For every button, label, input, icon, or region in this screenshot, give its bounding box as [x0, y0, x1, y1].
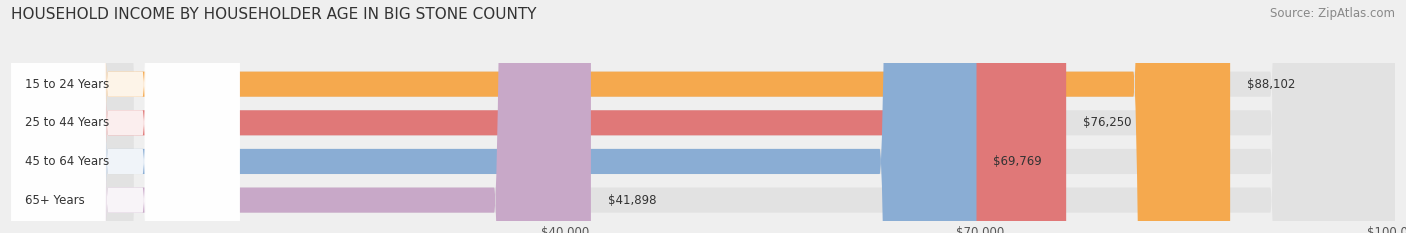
Text: 15 to 24 Years: 15 to 24 Years — [25, 78, 110, 91]
Text: $41,898: $41,898 — [607, 194, 657, 207]
FancyBboxPatch shape — [11, 0, 239, 233]
FancyBboxPatch shape — [11, 0, 239, 233]
FancyBboxPatch shape — [11, 0, 977, 233]
Text: 65+ Years: 65+ Years — [25, 194, 84, 207]
FancyBboxPatch shape — [11, 0, 1230, 233]
FancyBboxPatch shape — [11, 0, 1395, 233]
Text: 45 to 64 Years: 45 to 64 Years — [25, 155, 110, 168]
FancyBboxPatch shape — [11, 0, 591, 233]
Text: HOUSEHOLD INCOME BY HOUSEHOLDER AGE IN BIG STONE COUNTY: HOUSEHOLD INCOME BY HOUSEHOLDER AGE IN B… — [11, 7, 537, 22]
FancyBboxPatch shape — [11, 0, 1395, 233]
FancyBboxPatch shape — [11, 0, 239, 233]
FancyBboxPatch shape — [11, 0, 239, 233]
FancyBboxPatch shape — [11, 0, 1395, 233]
Text: $88,102: $88,102 — [1247, 78, 1295, 91]
FancyBboxPatch shape — [11, 0, 1395, 233]
FancyBboxPatch shape — [11, 0, 1066, 233]
Text: 25 to 44 Years: 25 to 44 Years — [25, 116, 110, 129]
Text: $69,769: $69,769 — [993, 155, 1042, 168]
Text: $76,250: $76,250 — [1083, 116, 1132, 129]
Text: Source: ZipAtlas.com: Source: ZipAtlas.com — [1270, 7, 1395, 20]
